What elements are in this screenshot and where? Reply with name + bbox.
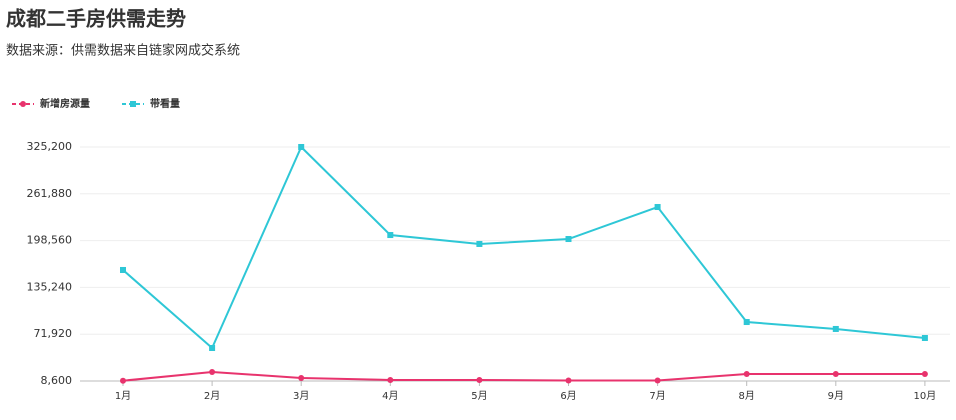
- point: [654, 377, 661, 384]
- x-tick-label: 10月: [914, 390, 937, 402]
- point: [209, 344, 216, 351]
- point: [743, 319, 750, 326]
- point: [120, 266, 126, 273]
- point: [832, 325, 839, 332]
- point: [921, 334, 928, 341]
- y-tick-label: 325,200: [27, 140, 73, 153]
- x-tick-label: 9月: [828, 390, 844, 402]
- point: [387, 376, 394, 383]
- point: [476, 240, 483, 247]
- point: [832, 370, 839, 377]
- point: [565, 236, 572, 243]
- y-tick-label: 135,240: [27, 280, 73, 293]
- point: [120, 377, 126, 384]
- point: [476, 376, 483, 383]
- point: [743, 370, 750, 377]
- point: [565, 377, 572, 384]
- legend-marker: [20, 101, 26, 107]
- series-line: [122, 145, 926, 350]
- legend-marker: [130, 101, 136, 107]
- x-tick-label: 1月: [115, 390, 131, 402]
- x-tick-label: 6月: [560, 390, 576, 402]
- point: [921, 370, 928, 377]
- y-tick-label: 71,920: [34, 327, 73, 340]
- legend-label: 带看量: [150, 97, 180, 110]
- point: [209, 368, 216, 375]
- series-line: [122, 370, 925, 382]
- x-tick-label: 7月: [649, 390, 665, 402]
- point: [654, 204, 661, 211]
- x-tick-label: 2月: [204, 390, 220, 402]
- point: [298, 144, 305, 150]
- point: [387, 232, 394, 239]
- x-tick-label: 5月: [471, 390, 487, 402]
- legend-label: 新增房源量: [40, 97, 90, 110]
- chart-title: 成都二手房供需走势: [6, 7, 186, 31]
- y-tick-label: 261,880: [27, 187, 73, 200]
- y-tick-label: 198,560: [27, 234, 73, 247]
- x-tick-label: 4月: [382, 390, 398, 402]
- x-tick-label: 8月: [739, 390, 755, 402]
- x-tick-label: 3月: [293, 390, 309, 402]
- y-tick-label: 8,600: [41, 374, 73, 387]
- chart-subtitle: 数据来源：供需数据来自链家网成交系统: [6, 43, 240, 59]
- point: [298, 374, 305, 381]
